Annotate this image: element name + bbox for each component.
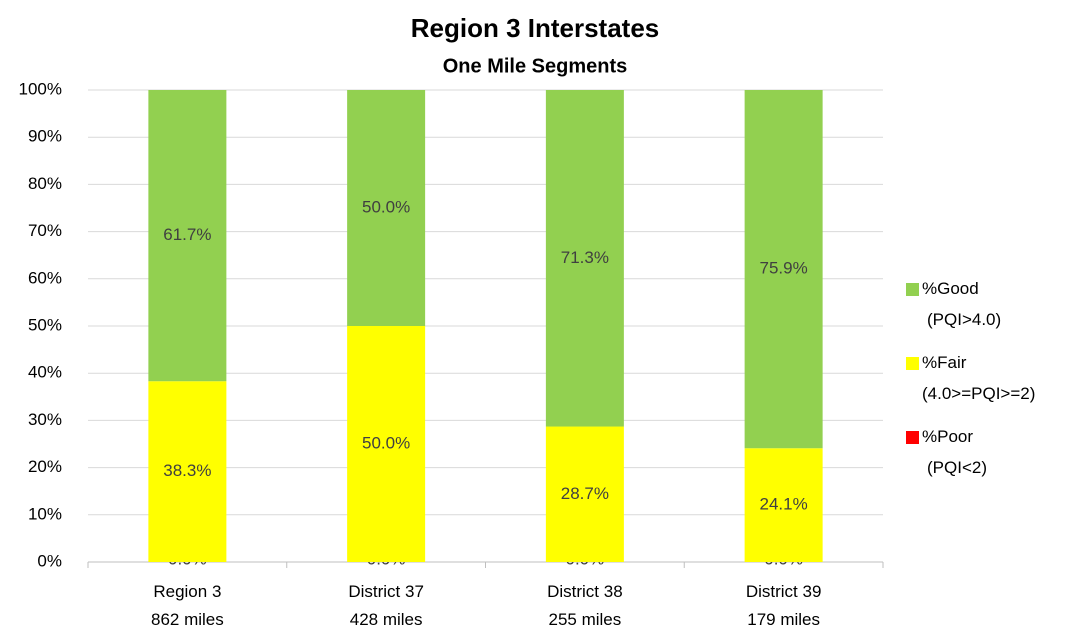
value-label: 50.0% [362,197,410,216]
bar-segment [148,381,227,562]
bar-segment [347,326,426,562]
chart-title: Region 3 Interstates [411,13,660,43]
y-tick-label: 80% [28,174,62,193]
y-tick-label: 30% [28,410,62,429]
legend-label: %Fair (4.0>=PQI>=2) [922,353,1035,403]
x-tick-label: Region 3 862 miles [151,582,224,629]
value-label: 50.0% [362,433,410,452]
x-tick-label: District 38 255 miles [547,582,623,629]
value-label: 38.3% [163,461,211,480]
bar-segment [148,90,227,382]
y-tick-label: 100% [19,79,62,98]
y-tick-label: 20% [28,457,62,476]
legend-swatch [906,283,919,296]
y-tick-label: 70% [28,221,62,240]
bar-segment [347,90,426,326]
bar-segment [545,90,624,427]
y-tick-label: 90% [28,127,62,146]
legend-swatch [906,431,919,444]
x-tick-label: District 37 428 miles [348,582,424,629]
y-tick-label: 10% [28,504,62,523]
y-tick-label: 50% [28,315,62,334]
value-label: 28.7% [561,484,609,503]
value-label: 75.9% [760,259,808,278]
value-label: 71.3% [561,248,609,267]
y-tick-label: 40% [28,363,62,382]
legend-label: %Good (PQI>4.0) [922,279,1001,329]
bar-segment [744,90,823,449]
y-tick-label: 0% [37,551,62,570]
x-tick-label: District 39 179 miles [746,582,822,629]
value-label: 24.1% [760,495,808,514]
bar-segment [545,426,624,562]
value-label: 61.7% [163,225,211,244]
legend-label: %Poor (PQI<2) [922,427,987,477]
y-tick-label: 60% [28,268,62,287]
bar-segment [744,448,823,562]
chart-subtitle: One Mile Segments [443,55,628,77]
legend-swatch [906,357,919,370]
